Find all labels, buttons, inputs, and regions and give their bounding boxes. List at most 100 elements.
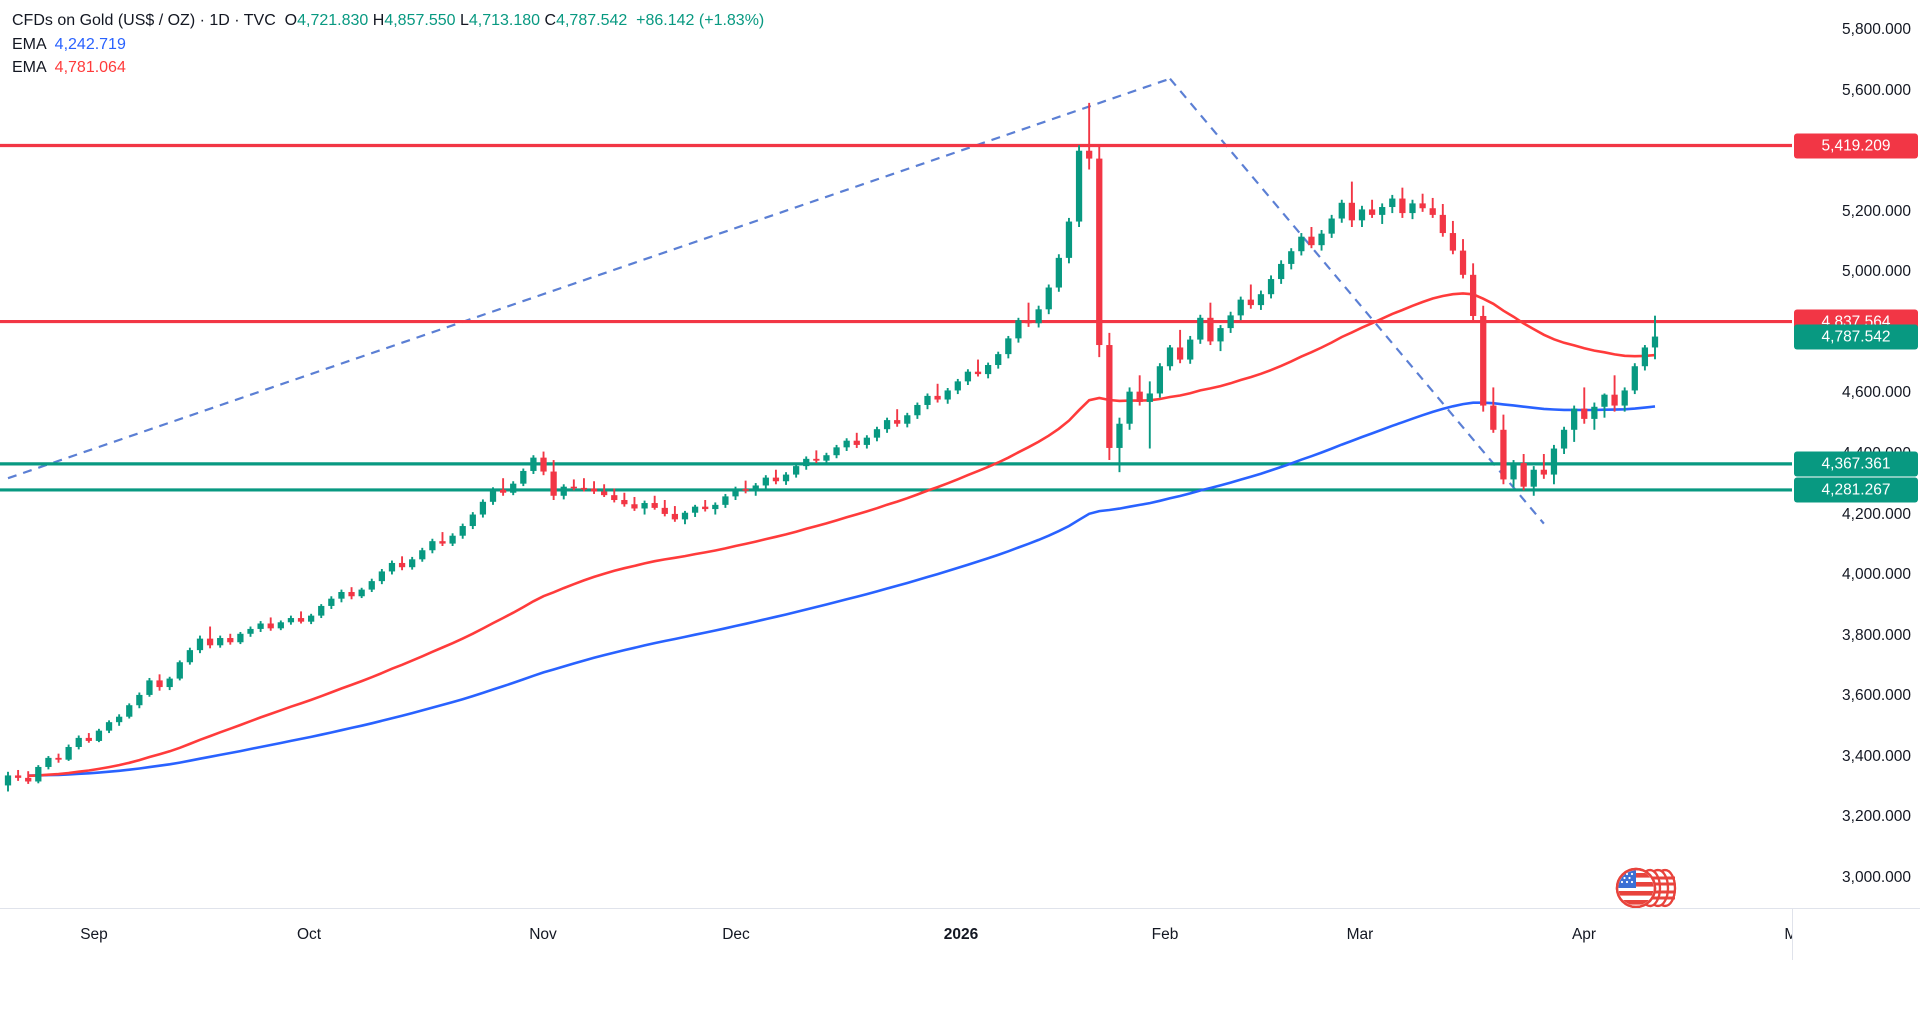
candle: [358, 587, 365, 599]
candle-body: [1176, 347, 1184, 360]
candle: [126, 703, 133, 719]
indicator-row-ema-slow[interactable]: EMA 4,242.719: [12, 33, 764, 56]
candle-body: [1459, 250, 1467, 275]
trendline[interactable]: [1169, 77, 1545, 525]
candle: [1591, 402, 1598, 430]
candle-body: [247, 628, 254, 634]
candle-body: [1409, 203, 1416, 214]
trendline-group: [7, 77, 1545, 525]
candle: [520, 468, 527, 487]
candle-body: [1288, 251, 1295, 264]
candle: [1621, 387, 1628, 412]
candle-body: [469, 514, 476, 527]
low-label: L: [459, 12, 469, 29]
candle-body: [681, 512, 689, 520]
candle-body: [1389, 198, 1396, 208]
price-axis[interactable]: 5,800.000 5,600.000 5,200.000 5,000.000 4,60…: [1792, 0, 1920, 908]
candle: [1368, 199, 1376, 218]
interval-label[interactable]: 1D: [209, 12, 230, 29]
symbol-ohlc-line[interactable]: CFDs on Gold (US$ / OZ) · 1D · TVC O4,72…: [12, 9, 764, 33]
candle-body: [287, 618, 295, 623]
candle: [1641, 345, 1649, 371]
candle: [409, 556, 416, 570]
candle: [1399, 187, 1406, 218]
candle-body: [621, 500, 628, 505]
candle: [287, 615, 295, 625]
low-value: 4,713.180: [468, 12, 541, 29]
chart-plot-area[interactable]: [0, 0, 1792, 908]
change-value: +86.142: [636, 12, 695, 29]
candle: [570, 479, 577, 491]
candle-body: [1540, 469, 1547, 475]
candle-body: [570, 486, 577, 489]
candle-body: [14, 775, 22, 778]
candle: [217, 635, 224, 648]
candle-body: [883, 420, 891, 430]
candle-body: [65, 746, 72, 760]
time-axis[interactable]: SepOctNovDec2026FebMarAprMay: [0, 908, 1814, 960]
candle-body: [1075, 150, 1083, 222]
price-tick: 5,000.000: [1842, 263, 1911, 281]
candle: [206, 626, 214, 649]
candle: [1116, 417, 1123, 473]
candle-body: [560, 486, 567, 496]
candle: [843, 438, 850, 451]
candle: [1439, 203, 1446, 237]
time-tick: Dec: [722, 926, 750, 943]
price-badge-support[interactable]: 4,281.267: [1794, 477, 1918, 503]
price-tick: 4,000.000: [1842, 566, 1911, 584]
candle-body: [75, 737, 82, 747]
candle-body: [1096, 158, 1103, 346]
candle: [277, 620, 284, 631]
candle: [1328, 214, 1335, 238]
candle: [247, 626, 254, 637]
candle: [267, 617, 274, 631]
price-badge-resistance[interactable]: 5,419.209: [1794, 133, 1918, 159]
candle: [580, 478, 588, 492]
candle-body: [348, 592, 355, 597]
candle: [944, 388, 951, 404]
candle: [1449, 220, 1457, 255]
price-tick: 4,600.000: [1842, 384, 1911, 402]
price-tick: 3,400.000: [1842, 747, 1911, 765]
symbol-name[interactable]: CFDs on Gold (US$ / OZ): [12, 12, 196, 29]
candle: [641, 500, 648, 515]
candle: [1510, 460, 1517, 488]
price-badge-last-price[interactable]: 4,787.542: [1794, 324, 1918, 350]
candle: [45, 756, 52, 770]
candle: [752, 483, 759, 496]
candle: [449, 533, 456, 547]
time-tick: Mar: [1346, 926, 1374, 943]
candle-body: [156, 680, 163, 688]
candle-body: [368, 581, 375, 590]
candle-body: [1015, 320, 1022, 339]
candle: [1560, 426, 1568, 454]
candle: [1187, 335, 1194, 364]
price-tick: 4,200.000: [1842, 505, 1911, 523]
candle: [691, 504, 699, 517]
candle-body: [398, 562, 406, 568]
candle: [14, 769, 22, 781]
candle-body: [1571, 408, 1578, 430]
time-tick: Nov: [529, 926, 557, 943]
candle: [146, 677, 153, 697]
candle-body: [237, 633, 244, 643]
candle-body: [297, 618, 305, 622]
candle: [257, 621, 264, 632]
candle-body: [1298, 236, 1305, 252]
candle-body: [752, 485, 759, 491]
candle: [237, 631, 244, 645]
candle: [297, 611, 305, 624]
candle-body: [1500, 429, 1507, 480]
candle: [934, 383, 941, 403]
footer: TradingView: [0, 962, 1920, 1021]
indicator-row-ema-fast[interactable]: EMA 4,781.064: [12, 56, 764, 79]
indicator-name-ema-fast: EMA: [12, 59, 47, 76]
candle-body: [1166, 347, 1174, 367]
candle: [95, 728, 103, 743]
candle: [803, 456, 810, 470]
trendline[interactable]: [7, 77, 1171, 480]
candle-body: [176, 662, 183, 679]
candle-body: [712, 504, 719, 510]
price-badge-support[interactable]: 4,367.361: [1794, 451, 1918, 477]
